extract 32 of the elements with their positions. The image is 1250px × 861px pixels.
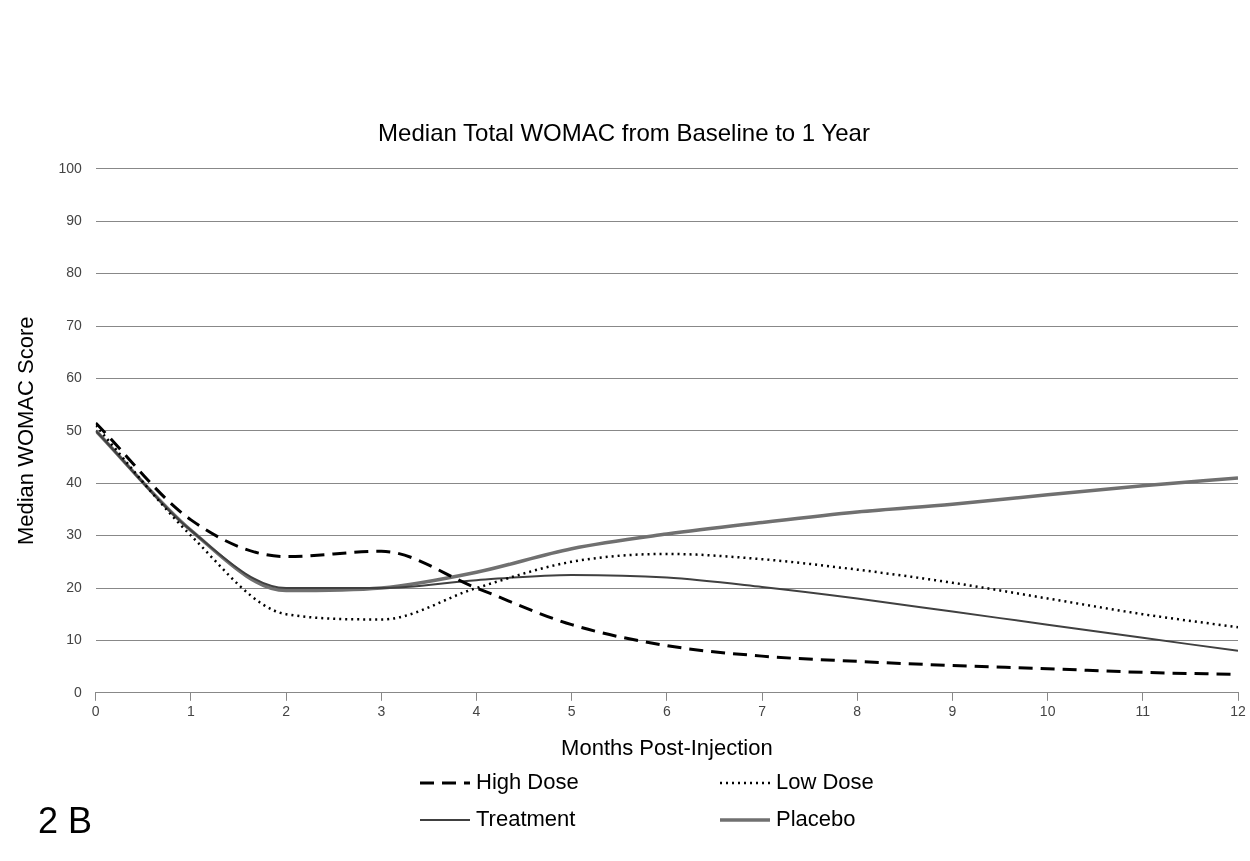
x-tick-label: 11: [1135, 703, 1151, 720]
legend-label: High Dose: [476, 769, 579, 795]
y-tick-label: 0: [73, 683, 82, 700]
y-tick-label: 30: [66, 526, 82, 543]
y-tick-label: 80: [66, 264, 82, 281]
x-tick-label: 2: [282, 703, 291, 720]
x-tick-label: 10: [1039, 703, 1056, 720]
y-tick-label: 10: [66, 631, 82, 648]
x-tick-label: 3: [377, 703, 386, 720]
legend-label: Placebo: [776, 806, 856, 832]
x-tick-label: 9: [948, 703, 957, 720]
y-tick-label: 100: [58, 159, 82, 176]
y-tick-label: 40: [66, 474, 82, 491]
y-tick-label: 60: [66, 369, 82, 386]
legend-label: Treatment: [476, 806, 576, 832]
x-tick-label: 0: [91, 703, 100, 720]
x-tick-label: 12: [1230, 703, 1246, 720]
x-tick-label: 6: [662, 703, 671, 720]
x-axis-title: Months Post-Injection: [561, 734, 773, 760]
y-tick-label: 70: [66, 316, 82, 333]
x-tick-label: 4: [472, 703, 481, 720]
x-tick-label: 8: [853, 703, 862, 720]
y-tick-label: 20: [66, 578, 82, 595]
text: 2 B: [38, 800, 93, 842]
x-tick-label: 1: [187, 703, 196, 720]
y-axis-title: Median WOMAC Score: [13, 316, 39, 546]
legend-label: Low Dose: [776, 769, 874, 795]
x-tick-label: 5: [567, 703, 576, 720]
x-tick-label: 7: [758, 703, 767, 720]
y-tick-label: 50: [66, 421, 82, 438]
chart-title: Median Total WOMAC from Baseline to 1 Year: [378, 119, 870, 147]
y-tick-label: 90: [66, 212, 82, 229]
